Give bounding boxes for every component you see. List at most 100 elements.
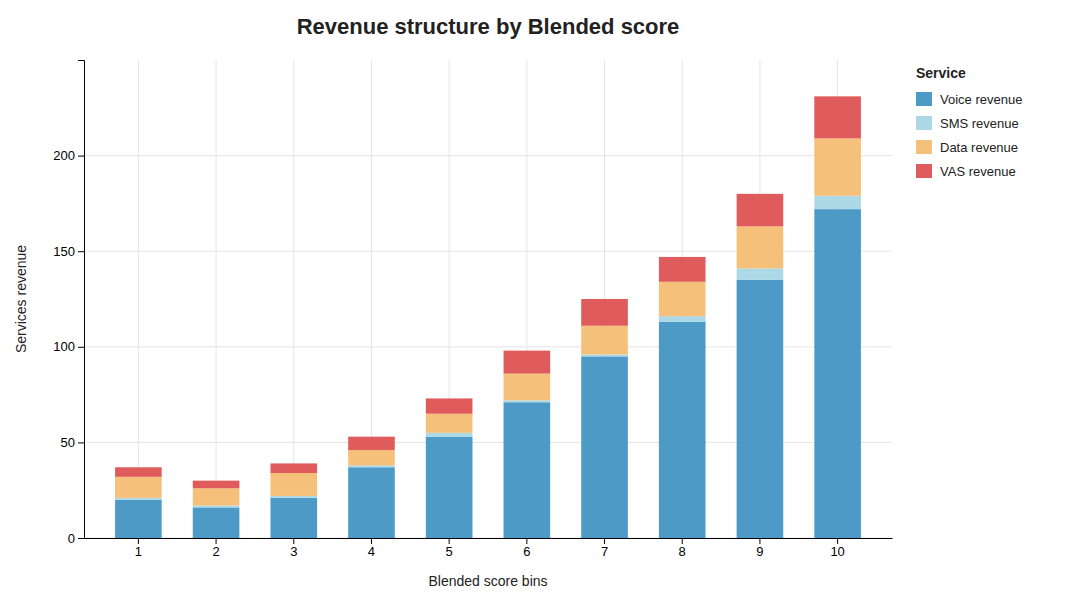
tick-label: 200	[53, 148, 75, 163]
x-axis: 1 2 3 4 5 6 7 8 9 10	[85, 538, 893, 559]
bar-segment	[115, 498, 162, 500]
bar-series	[115, 196, 861, 508]
grid-line-x	[216, 60, 217, 538]
tick-mark	[449, 538, 450, 544]
x-tick: 7	[601, 538, 608, 559]
x-tick: 9	[756, 538, 763, 559]
tick-label: 7	[601, 544, 608, 559]
x-tick: 1	[135, 538, 142, 559]
bar-segment	[737, 268, 784, 279]
tick-label: 9	[756, 544, 763, 559]
tick-mark	[78, 538, 84, 539]
bar-series	[115, 138, 861, 505]
tick-mark	[78, 251, 84, 252]
bar-segment	[270, 463, 317, 473]
legend-label: Voice revenue	[940, 92, 1022, 107]
tick-label: 1	[135, 544, 142, 559]
bar-segment	[348, 437, 395, 450]
bar-segment	[193, 481, 240, 489]
bar-segment	[348, 450, 395, 465]
tick-label: 150	[53, 244, 75, 259]
x-axis-label: Blended score bins	[428, 573, 547, 589]
bar-segment	[504, 351, 551, 374]
y-tick: 150	[53, 244, 84, 259]
x-tick: 3	[290, 538, 297, 559]
tick-label: 6	[523, 544, 530, 559]
legend-label: VAS revenue	[940, 164, 1016, 179]
bar-segment	[581, 354, 628, 356]
bar-segment	[426, 398, 473, 413]
bar-segment	[814, 209, 861, 538]
tick-mark	[138, 538, 139, 544]
x-tick: 6	[523, 538, 530, 559]
x-tick: 5	[446, 538, 453, 559]
axis-line	[78, 61, 85, 539]
bar-segment	[426, 433, 473, 437]
tick-label: 5	[446, 544, 453, 559]
bar-segment	[426, 437, 473, 538]
grid	[84, 60, 892, 538]
bar-segment	[426, 414, 473, 433]
bars	[115, 96, 861, 538]
bar-segment	[504, 400, 551, 402]
bar-segment	[270, 496, 317, 498]
bar-segment	[115, 500, 162, 538]
plot-area: 12345678910050100150200	[53, 60, 892, 559]
bar-segment	[193, 507, 240, 538]
grid-line-y	[84, 155, 892, 156]
tick-mark	[371, 538, 372, 544]
grid-line-x	[138, 60, 139, 538]
tick-mark	[78, 347, 84, 348]
bar-segment	[504, 374, 551, 401]
bar-segment	[115, 477, 162, 498]
tick-label: 0	[68, 531, 75, 546]
axis-line	[85, 538, 893, 539]
tick-label: 2	[212, 544, 219, 559]
bar-segment	[270, 498, 317, 538]
bar-segment	[659, 282, 706, 316]
tick-label: 4	[368, 544, 375, 559]
bar-segment	[348, 465, 395, 467]
legend-swatch	[916, 164, 932, 178]
bar-segment	[504, 402, 551, 538]
tick-mark	[604, 538, 605, 544]
tick-label: 50	[61, 435, 75, 450]
bar-segment	[814, 96, 861, 138]
bar-segment	[270, 473, 317, 496]
legend-item: Voice revenue	[916, 92, 1022, 107]
x-tick: 4	[368, 538, 375, 559]
legend-item: SMS revenue	[916, 116, 1019, 131]
tick-mark	[78, 442, 84, 443]
bar-segment	[115, 467, 162, 477]
legend-label: Data revenue	[940, 140, 1018, 155]
bar-series	[115, 96, 861, 488]
x-tick: 10	[830, 538, 844, 559]
legend-item: Data revenue	[916, 140, 1018, 155]
x-tick: 2	[212, 538, 219, 559]
legend: Service Voice revenue SMS revenue Data reve…	[916, 65, 1022, 179]
bar-segment	[814, 138, 861, 195]
tick-label: 8	[679, 544, 686, 559]
tick-mark	[526, 538, 527, 544]
legend-label: SMS revenue	[940, 116, 1019, 131]
legend-swatch	[916, 140, 932, 154]
tick-label: 100	[53, 339, 75, 354]
y-tick: 200	[53, 148, 84, 163]
tick-label: 10	[830, 544, 844, 559]
bar-segment	[193, 505, 240, 507]
bar-segment	[581, 326, 628, 355]
y-tick: 50	[61, 435, 84, 450]
bar-segment	[659, 322, 706, 538]
bar-segment	[737, 194, 784, 227]
legend-title: Service	[916, 65, 966, 81]
tick-mark	[759, 538, 760, 544]
bar-segment	[193, 488, 240, 505]
tick-mark	[293, 538, 294, 544]
bar-series	[115, 209, 861, 538]
chart-title: Revenue structure by Blended score	[297, 14, 680, 39]
tick-mark	[682, 538, 683, 544]
bar-segment	[737, 226, 784, 268]
x-tick: 8	[679, 538, 686, 559]
legend-item: VAS revenue	[916, 164, 1016, 179]
tick-mark	[837, 538, 838, 544]
